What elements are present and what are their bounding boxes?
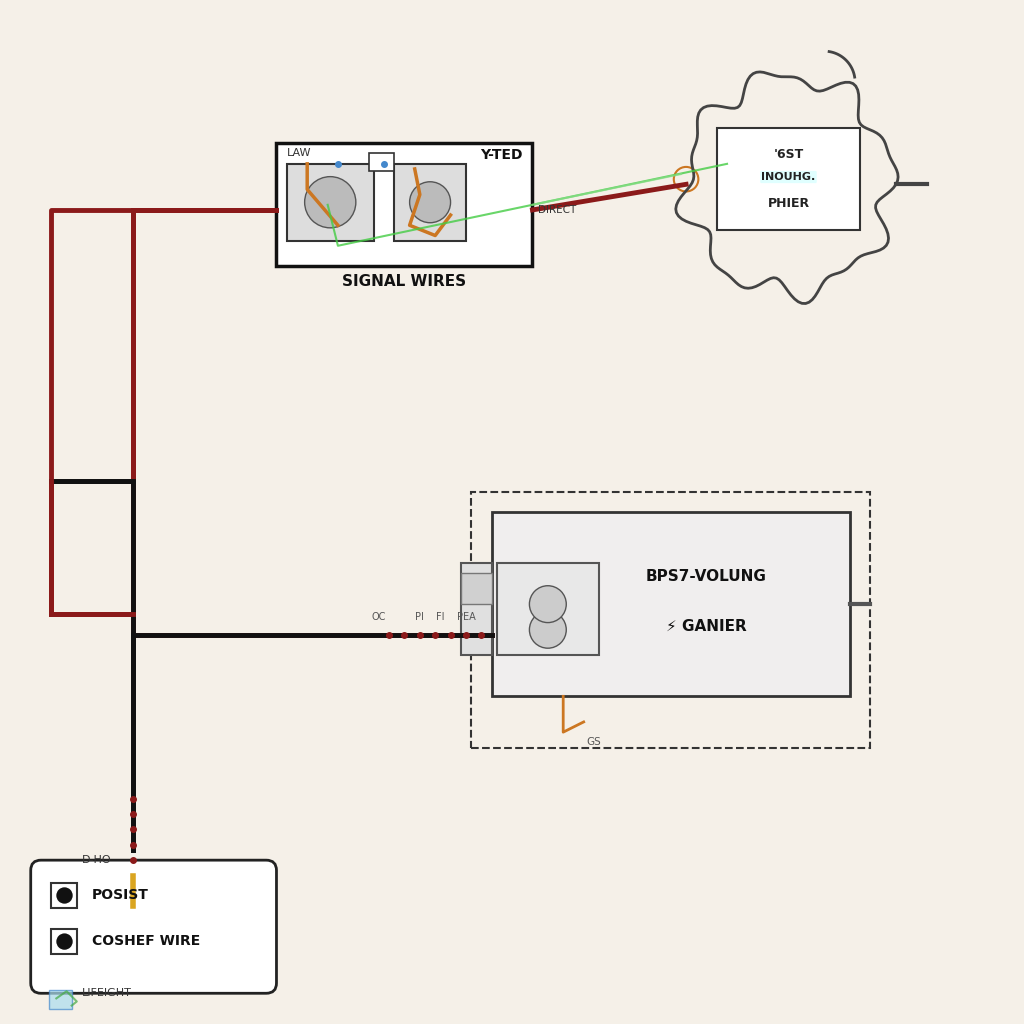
FancyBboxPatch shape	[717, 128, 860, 230]
Bar	[276, 143, 532, 266]
FancyBboxPatch shape	[31, 860, 276, 993]
Text: COSHEF WIRE: COSHEF WIRE	[92, 934, 201, 948]
Text: '6ST: '6ST	[773, 148, 804, 162]
Text: Y-TED: Y-TED	[479, 148, 522, 163]
Circle shape	[305, 176, 356, 228]
Bar	[49, 990, 72, 1009]
Text: BPS7-VOLUNG: BPS7-VOLUNG	[646, 569, 767, 584]
Bar	[394, 164, 466, 241]
Text: DIRECT: DIRECT	[538, 205, 575, 215]
Circle shape	[56, 934, 73, 950]
Circle shape	[529, 611, 566, 648]
Text: LIFEIGHT: LIFEIGHT	[82, 988, 132, 998]
Bar	[369, 153, 394, 171]
Text: GS: GS	[587, 737, 601, 748]
Text: PEA: PEA	[457, 611, 475, 622]
Text: FI: FI	[436, 611, 444, 622]
Circle shape	[529, 586, 566, 623]
Text: SIGNAL WIRES: SIGNAL WIRES	[342, 274, 467, 290]
Bar	[461, 563, 492, 655]
Circle shape	[410, 182, 451, 223]
Bar	[287, 164, 374, 241]
Bar	[461, 573, 492, 604]
Text: INOUHG.: INOUHG.	[762, 172, 815, 182]
Bar	[492, 512, 850, 696]
Text: POSIST: POSIST	[92, 888, 150, 902]
Bar	[497, 563, 599, 655]
Text: OC: OC	[372, 611, 386, 622]
Text: PI: PI	[416, 611, 424, 622]
Text: PHIER: PHIER	[767, 197, 810, 210]
Text: ⚡ GANIER: ⚡ GANIER	[667, 618, 746, 634]
Text: D-HO: D-HO	[82, 855, 112, 865]
Bar	[51, 883, 77, 908]
Circle shape	[56, 887, 73, 904]
Bar	[471, 492, 870, 748]
Text: LAW: LAW	[287, 148, 311, 159]
Bar	[51, 929, 77, 954]
